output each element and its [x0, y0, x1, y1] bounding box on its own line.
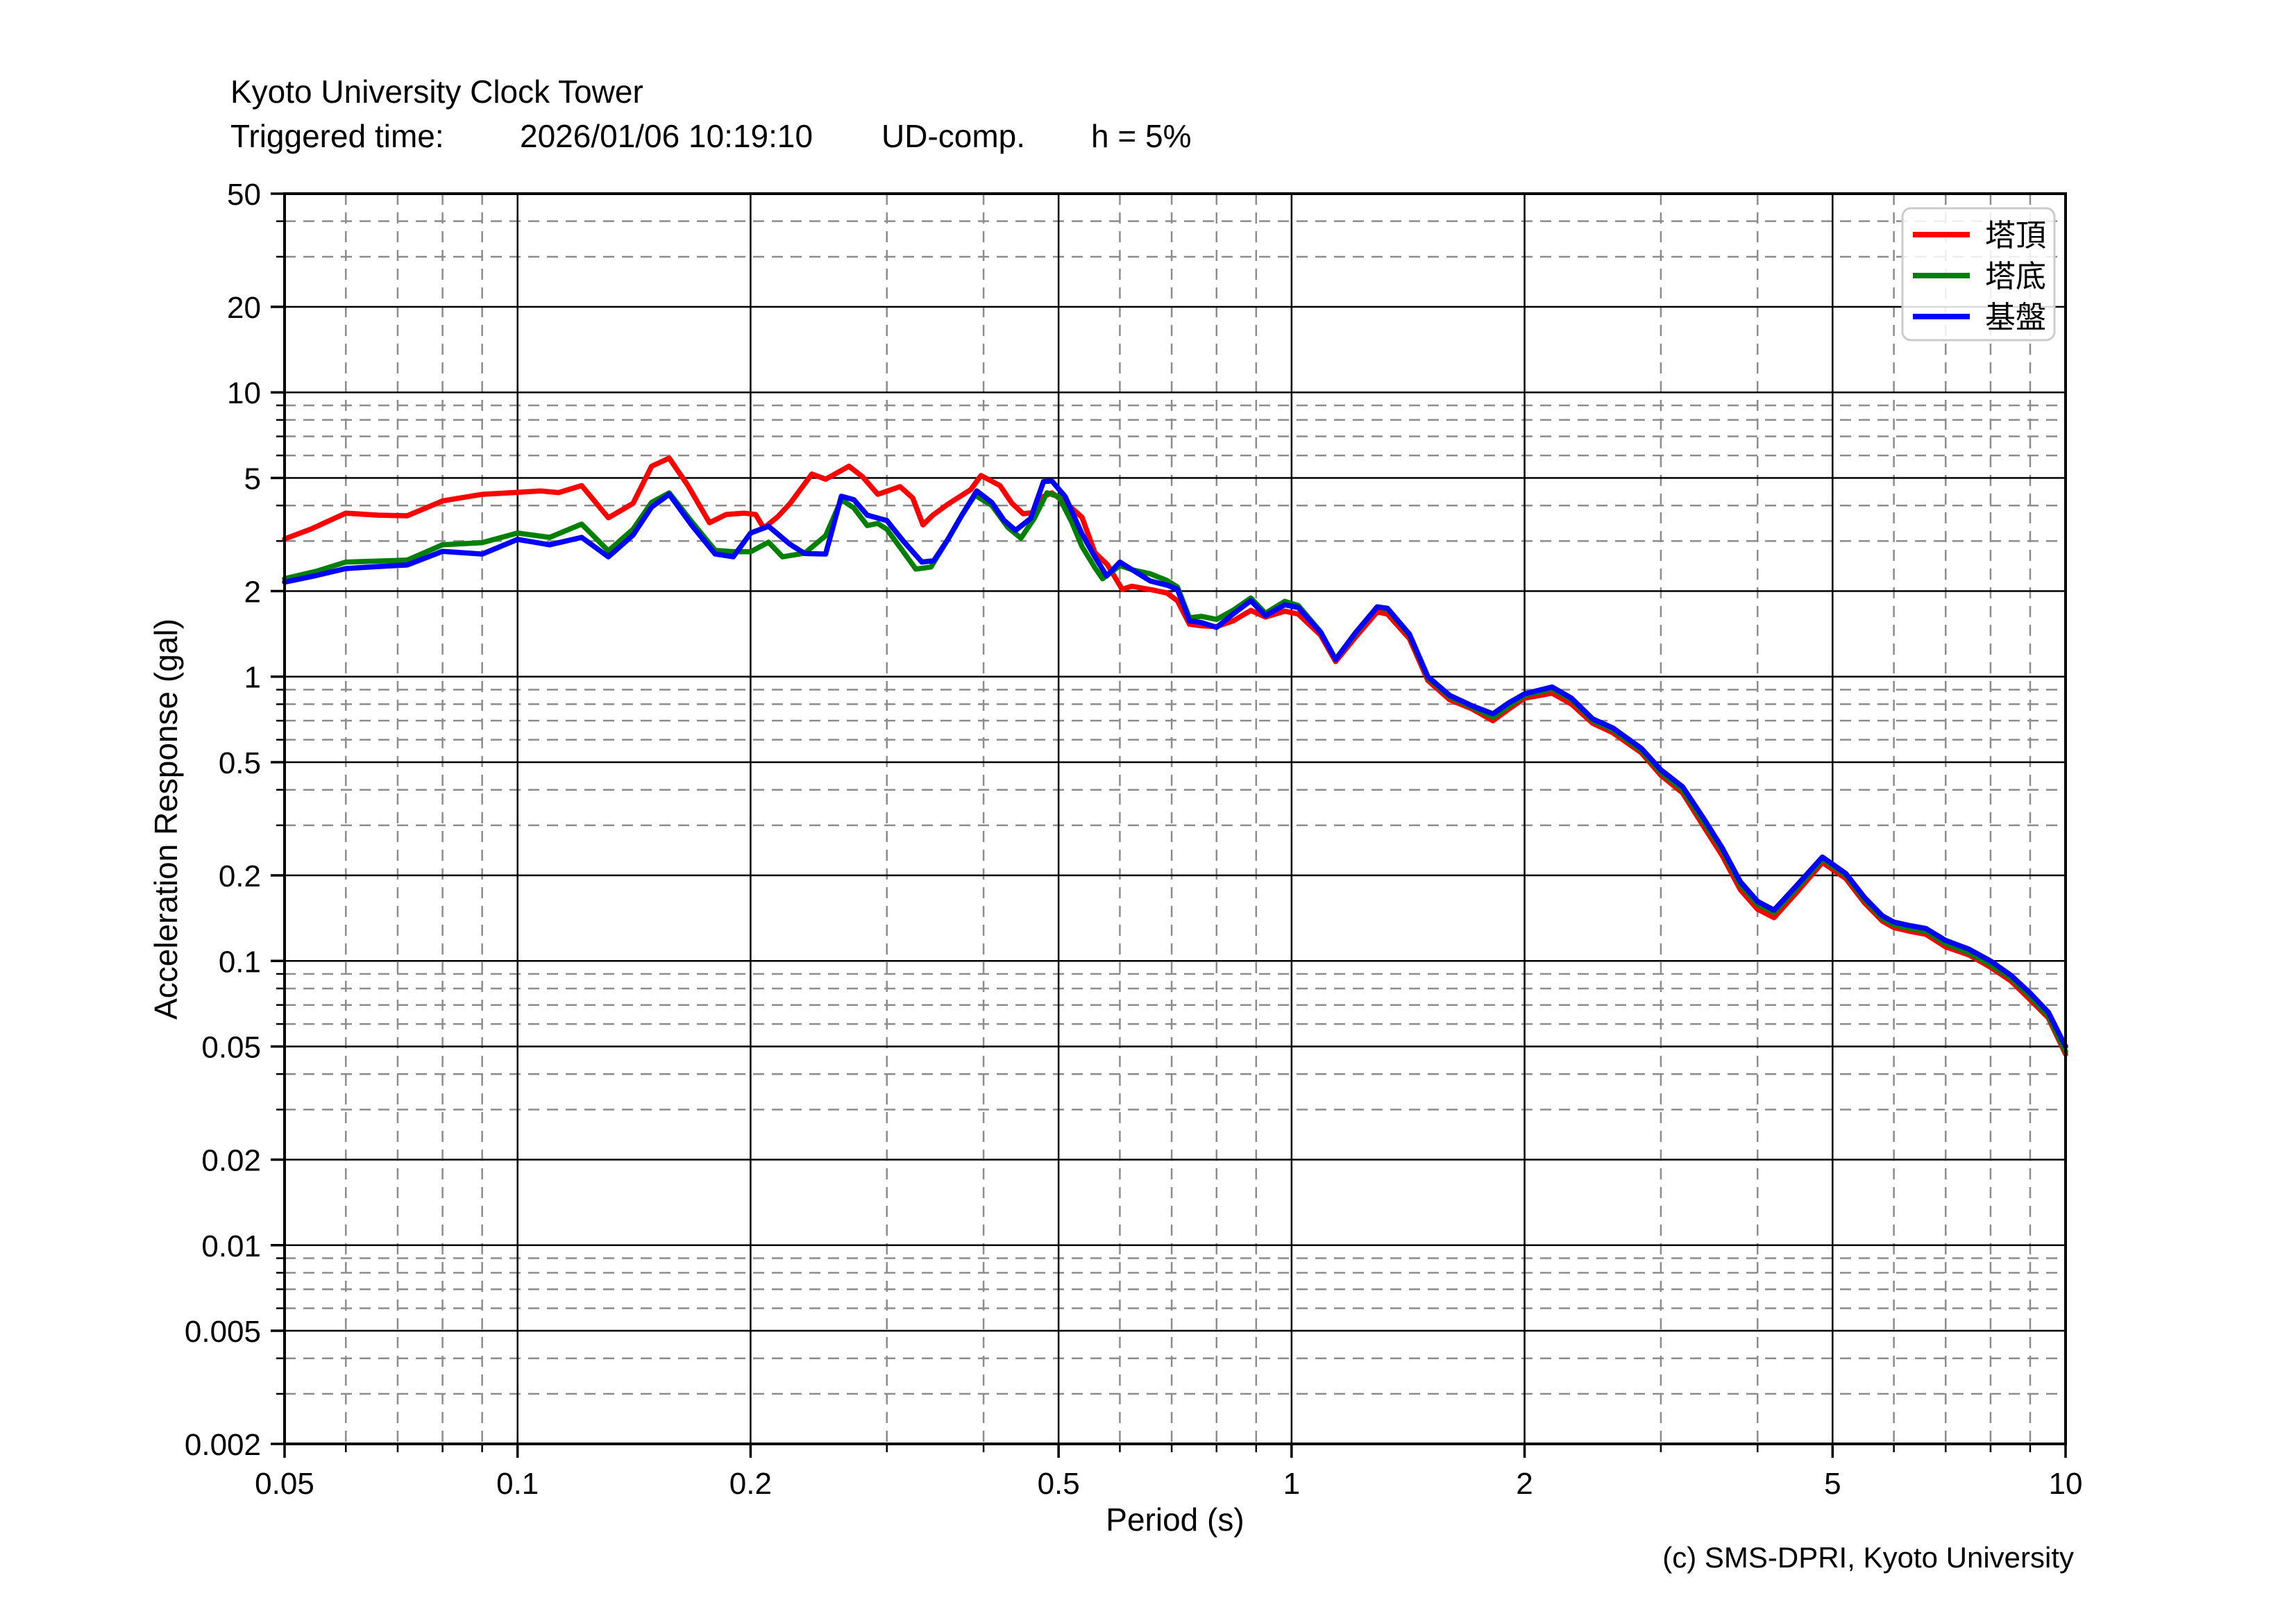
- y-tick-label: 2: [244, 575, 261, 609]
- y-tick-label: 0.2: [219, 859, 261, 893]
- x-tick-label: 5: [1824, 1467, 1841, 1501]
- major-gridlines: [283, 192, 2067, 1445]
- y-tick-label: 50: [227, 178, 261, 212]
- y-tick-label: 0.002: [185, 1428, 261, 1462]
- y-tick-label: 0.1: [219, 945, 261, 979]
- legend-label-基盤: 基盤: [1985, 301, 2046, 335]
- x-tick-label: 10: [2049, 1467, 2083, 1501]
- y-tick-label: 1: [244, 661, 261, 695]
- y-tick-label: 0.5: [219, 746, 261, 780]
- x-tick-label: 0.1: [496, 1467, 539, 1501]
- triggered-time-value: 2026/01/06 10:19:10: [520, 118, 813, 154]
- x-tick-label: 2: [1516, 1467, 1533, 1501]
- x-tick-labels: 0.05 0.1 0.2 0.5 1 2 5 10: [255, 1467, 2082, 1501]
- y-tick-label: 0.02: [201, 1143, 261, 1177]
- series-line-塔底: [282, 490, 2068, 1054]
- x-tick-label: 0.05: [255, 1467, 314, 1501]
- legend-box: [1901, 207, 2056, 342]
- copyright-text: (c) SMS-DPRI, Kyoto University: [1662, 1541, 2074, 1574]
- y-tick-labels: 50 20 10 5 2 1 0.5 0.2 0.1 0.05 0.02 0.01 0.005 0.002: [185, 178, 261, 1462]
- y-tick-label: 10: [227, 376, 261, 410]
- data-series: [282, 455, 2068, 1057]
- y-tick-label: 5: [244, 462, 261, 496]
- minor-gridlines: [285, 194, 2066, 1444]
- x-tick-label: 1: [1283, 1467, 1300, 1501]
- component-label: UD-comp.: [881, 118, 1025, 154]
- y-tick-label: 0.05: [201, 1031, 261, 1065]
- y-tick-label: 20: [227, 291, 261, 325]
- legend-label-塔底: 塔底: [1985, 260, 2046, 294]
- series-line-基盤: [282, 478, 2068, 1050]
- x-axis-title: Period (s): [1106, 1502, 1244, 1538]
- y-tick-label: 0.01: [201, 1229, 261, 1263]
- damping-label: h = 5%: [1091, 118, 1192, 154]
- y-tick-label: 0.005: [185, 1315, 261, 1349]
- y-axis-title: Acceleration Response (gal): [148, 619, 184, 1020]
- x-tick-label: 0.2: [729, 1467, 772, 1501]
- series-line-塔頂: [282, 455, 2068, 1057]
- station-title: Kyoto University Clock Tower: [230, 74, 643, 110]
- legend-label-塔頂: 塔頂: [1985, 219, 2046, 253]
- triggered-time-label: Triggered time:: [230, 118, 444, 154]
- x-tick-label: 0.5: [1038, 1467, 1080, 1501]
- plot-frame: [283, 192, 2067, 1445]
